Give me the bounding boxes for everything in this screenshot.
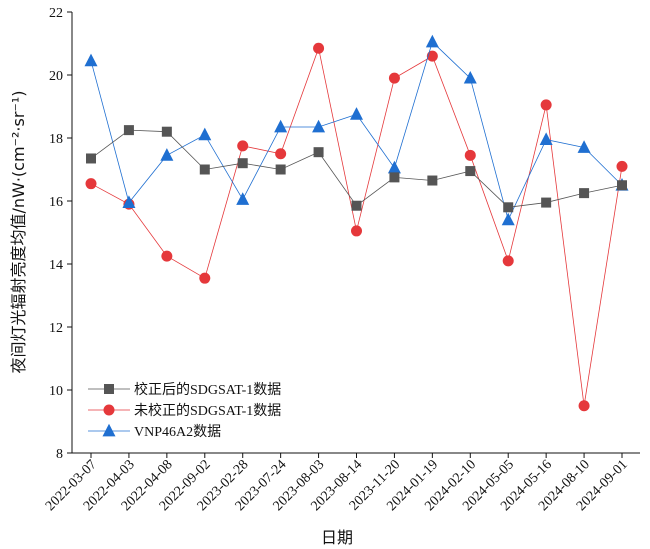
data-point <box>503 202 514 213</box>
data-point <box>123 125 134 136</box>
data-point <box>274 119 288 133</box>
data-point <box>387 160 401 174</box>
data-point <box>388 72 400 84</box>
y-tick-label: 22 <box>49 6 63 21</box>
data-point <box>199 164 210 175</box>
data-point <box>237 158 248 169</box>
series-square <box>86 125 627 213</box>
data-point <box>464 149 476 161</box>
data-point <box>122 195 136 208</box>
data-point <box>313 147 324 158</box>
data-point <box>85 178 97 190</box>
x-axis-title: 日期 <box>321 528 353 547</box>
data-point <box>501 212 515 226</box>
data-point <box>389 172 400 183</box>
data-point <box>313 42 325 54</box>
data-point <box>617 180 627 191</box>
y-axis-title: 夜间灯光辐射亮度均值/nW·(cm⁻²·sr⁻¹) <box>9 90 28 373</box>
data-point <box>84 53 98 67</box>
data-point <box>427 175 438 186</box>
legend-marker <box>104 384 114 394</box>
data-point <box>199 272 211 284</box>
data-point <box>425 34 439 48</box>
data-point <box>616 160 628 172</box>
legend-label: 校正后的SDGSAT-1数据 <box>134 381 281 398</box>
plot-area: 8 10 12 14 16 18 20 22 2022-03-072022-04-032022… <box>43 6 640 514</box>
y-tick-label: 8 <box>56 447 63 462</box>
legend-marker <box>103 404 115 416</box>
data-point <box>577 140 591 153</box>
data-point <box>236 192 250 205</box>
data-point <box>465 166 476 177</box>
data-point <box>426 50 438 62</box>
data-point <box>578 400 590 412</box>
data-point <box>237 140 249 152</box>
data-point <box>463 70 477 84</box>
y-tick-label: 20 <box>49 69 63 84</box>
data-point <box>351 225 362 237</box>
data-point <box>579 188 590 199</box>
y-tick-label: 10 <box>49 384 63 399</box>
legend-marker <box>102 423 116 437</box>
series-triangle <box>84 34 629 226</box>
y-tick-label: 12 <box>49 321 63 336</box>
data-point <box>540 99 552 111</box>
data-point <box>161 250 173 262</box>
data-point <box>541 197 552 208</box>
data-point <box>350 107 363 120</box>
data-point <box>502 255 514 267</box>
data-point <box>275 164 286 175</box>
data-point <box>275 148 287 160</box>
data-point <box>351 200 362 211</box>
y-tick-label: 14 <box>49 258 63 273</box>
y-axis-ticks: 8 10 12 14 16 18 20 22 <box>49 6 72 462</box>
series-group <box>84 34 629 412</box>
legend-label: 未校正的SDGSAT-1数据 <box>134 402 281 419</box>
data-point <box>312 119 326 133</box>
y-tick-label: 16 <box>49 195 63 210</box>
y-tick-label: 18 <box>49 132 63 147</box>
legend-label: VNP46A2数据 <box>134 424 221 440</box>
data-point <box>86 153 96 164</box>
data-point <box>198 127 212 141</box>
data-point <box>160 148 174 161</box>
data-point <box>161 126 172 137</box>
x-axis-ticks: 2022-03-072022-04-032022-04-082022-09-02… <box>43 453 631 514</box>
series-circle <box>85 42 628 412</box>
data-point <box>539 132 553 145</box>
